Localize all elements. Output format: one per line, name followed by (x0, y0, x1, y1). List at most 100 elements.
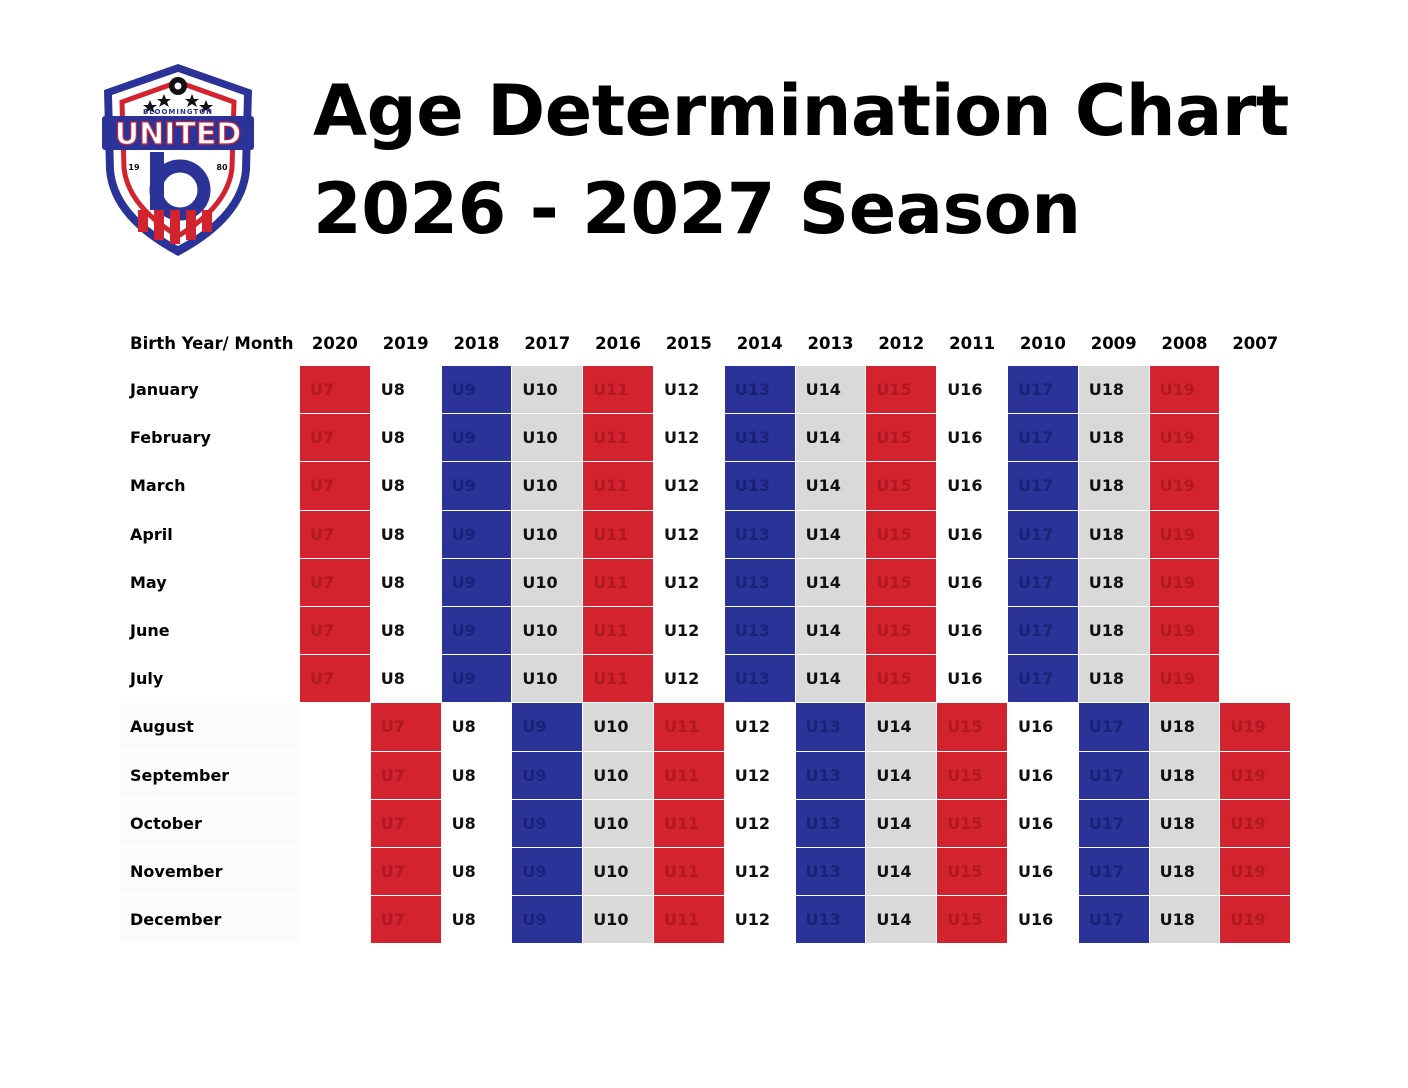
age-group-cell: U18 (1078, 655, 1149, 703)
age-group-cell: U16 (1008, 751, 1078, 799)
year-header: 2018 (453, 333, 500, 353)
age-group-cell: U13 (724, 607, 795, 655)
age-group-cell: U7 (300, 414, 370, 462)
age-group-cell: U18 (1149, 799, 1220, 847)
age-group-cell: U16 (937, 558, 1007, 606)
age-group-cell: U9 (512, 703, 583, 751)
age-group-cell: U18 (1078, 510, 1149, 558)
age-group-cell: U11 (654, 896, 724, 944)
age-group-cell: U8 (441, 703, 512, 751)
month-label: July (130, 669, 164, 689)
age-group-cell: U10 (583, 799, 653, 847)
age-group-cell: U16 (937, 510, 1007, 558)
age-group-cell: U9 (512, 751, 583, 799)
age-group-cell: U11 (583, 414, 653, 462)
age-group-cell: U12 (724, 751, 795, 799)
age-group-cell: U8 (441, 799, 512, 847)
age-group-cell: U7 (370, 848, 441, 896)
age-group-cell: U16 (937, 462, 1007, 510)
year-header: 2012 (878, 333, 925, 353)
age-group-cell: U8 (370, 558, 441, 606)
stars-icon (143, 94, 213, 113)
age-group-cell: U16 (1008, 848, 1078, 896)
age-group-cell: U11 (654, 751, 724, 799)
age-group-cell: U11 (583, 655, 653, 703)
empty-cell (1220, 607, 1291, 655)
age-group-cell: U13 (795, 703, 866, 751)
age-group-cell: U11 (583, 462, 653, 510)
age-group-cell: U15 (937, 751, 1007, 799)
title-line-2: 2026 - 2027 Season (313, 168, 1081, 250)
age-group-cell: U17 (1008, 655, 1078, 703)
age-group-cell: U9 (441, 414, 512, 462)
year-header: 2007 (1232, 333, 1279, 353)
empty-cell (300, 751, 370, 799)
age-group-cell: U15 (866, 510, 937, 558)
age-group-cell: U19 (1220, 751, 1291, 799)
age-group-cell: U13 (724, 462, 795, 510)
age-group-cell: U9 (441, 655, 512, 703)
age-group-cell: U14 (866, 896, 937, 944)
age-group-cell: U10 (583, 848, 653, 896)
age-group-cell: U10 (512, 462, 583, 510)
age-group-cell: U19 (1149, 607, 1220, 655)
year-header: 2008 (1161, 333, 1208, 353)
age-group-cell: U16 (937, 607, 1007, 655)
age-group-cell: U14 (866, 848, 937, 896)
logo-name: UNITED (115, 117, 242, 152)
age-group-cell: U7 (370, 896, 441, 944)
age-group-cell: U15 (937, 848, 1007, 896)
age-group-cell: U11 (583, 558, 653, 606)
age-group-cell: U7 (300, 462, 370, 510)
age-group-cell: U12 (654, 607, 724, 655)
age-group-cell: U13 (795, 896, 866, 944)
month-label: February (130, 428, 211, 448)
age-group-cell: U12 (654, 510, 724, 558)
age-group-cell: U19 (1149, 366, 1220, 414)
age-group-cell: U13 (795, 751, 866, 799)
empty-cell (1220, 414, 1291, 462)
age-group-cell: U19 (1220, 703, 1291, 751)
age-group-cell: U17 (1078, 703, 1149, 751)
age-group-cell: U12 (654, 414, 724, 462)
age-group-cell: U8 (370, 366, 441, 414)
age-group-cell: U19 (1220, 896, 1291, 944)
age-group-cell: U9 (441, 558, 512, 606)
age-group-cell: U13 (724, 558, 795, 606)
age-group-cell: U15 (937, 799, 1007, 847)
age-determination-table: Birth Year/ Month 2020 2019 2018 2017 2016 201… (120, 320, 1291, 945)
age-group-cell: U17 (1078, 799, 1149, 847)
age-group-cell: U11 (583, 366, 653, 414)
age-group-cell: U10 (583, 703, 653, 751)
age-group-cell: U9 (441, 607, 512, 655)
age-group-cell: U18 (1078, 414, 1149, 462)
age-group-cell: U11 (583, 607, 653, 655)
age-group-cell: U10 (512, 414, 583, 462)
month-label: January (130, 380, 199, 400)
age-group-cell: U15 (937, 896, 1007, 944)
age-group-cell: U17 (1008, 414, 1078, 462)
age-group-cell: U12 (654, 558, 724, 606)
age-group-cell: U14 (795, 655, 866, 703)
age-group-cell: U10 (583, 751, 653, 799)
shield-stripes (138, 210, 212, 244)
empty-cell (1220, 655, 1291, 703)
age-group-cell: U9 (441, 366, 512, 414)
age-group-cell: U12 (654, 462, 724, 510)
age-group-cell: U17 (1078, 751, 1149, 799)
age-group-cell: U11 (654, 799, 724, 847)
age-group-cell: U15 (866, 414, 937, 462)
age-group-cell: U17 (1008, 558, 1078, 606)
age-group-cell: U18 (1078, 607, 1149, 655)
age-group-cell: U16 (1008, 703, 1078, 751)
age-group-cell: U18 (1149, 751, 1220, 799)
empty-cell (1220, 510, 1291, 558)
age-group-cell: U12 (654, 366, 724, 414)
age-group-cell: U16 (937, 414, 1007, 462)
age-group-cell: U9 (441, 510, 512, 558)
month-label: December (120, 896, 300, 944)
age-group-cell: U17 (1008, 607, 1078, 655)
age-group-cell: U12 (724, 703, 795, 751)
year-header: 2013 (807, 333, 854, 353)
age-group-cell: U15 (866, 366, 937, 414)
